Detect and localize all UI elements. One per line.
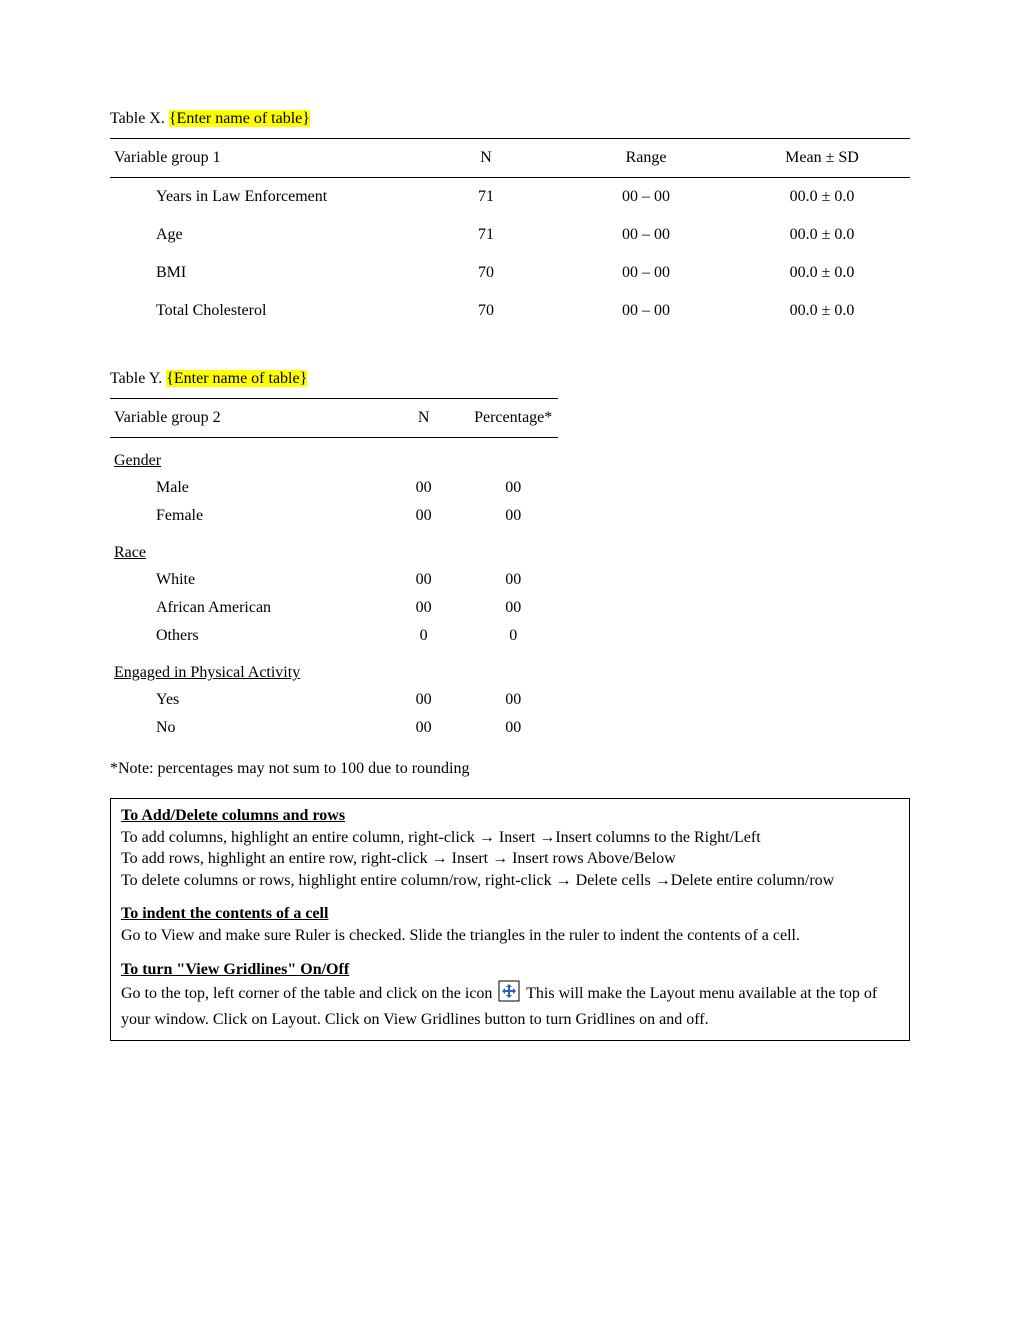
table-row: Age7100 – 0000.0 ± 0.0 bbox=[110, 216, 910, 254]
table-row: Years in Law Enforcement7100 – 0000.0 ± … bbox=[110, 178, 910, 217]
table-x-col-n: N bbox=[414, 139, 558, 178]
instructions-line-3-part-a: Go to the top, left corner of the table … bbox=[121, 985, 496, 1002]
table-row: Yes0000 bbox=[110, 686, 558, 714]
table-x-title-placeholder: {Enter name of table} bbox=[169, 110, 310, 127]
table-y-cell-variable: Male bbox=[110, 474, 379, 502]
table-y-title-placeholder: {Enter name of table} bbox=[166, 370, 307, 387]
table-x-cell-mean: 00.0 ± 0.0 bbox=[734, 254, 910, 292]
table-y-cell-variable: White bbox=[110, 566, 379, 594]
table-y-section-heading-label: Gender bbox=[110, 438, 558, 475]
table-y-cell-variable: African American bbox=[110, 594, 379, 622]
table-y-cell-percentage: 0 bbox=[468, 622, 558, 650]
table-x-cell-n: 71 bbox=[414, 178, 558, 217]
instructions-line-2-1: Go to View and make sure Ruler is checke… bbox=[121, 925, 899, 947]
table-y: Variable group 2 N Percentage* Gender Ma… bbox=[110, 398, 558, 742]
table-x-cell-mean: 00.0 ± 0.0 bbox=[734, 216, 910, 254]
table-x-cell-variable: Age bbox=[110, 216, 414, 254]
table-y-cell-variable: Female bbox=[110, 502, 379, 530]
table-row: White0000 bbox=[110, 566, 558, 594]
table-y-cell-n: 00 bbox=[379, 474, 469, 502]
table-x-cell-n: 70 bbox=[414, 254, 558, 292]
table-y-cell-percentage: 00 bbox=[468, 502, 558, 530]
table-y-section-heading-label: Race bbox=[110, 530, 558, 566]
table-x-cell-range: 00 – 00 bbox=[558, 216, 734, 254]
table-y-cell-n: 00 bbox=[379, 566, 469, 594]
table-row: Male0000 bbox=[110, 474, 558, 502]
table-y-cell-variable: Others bbox=[110, 622, 379, 650]
table-x-cell-variable: BMI bbox=[110, 254, 414, 292]
footnote: *Note: percentages may not sum to 100 du… bbox=[110, 760, 910, 778]
table-y-section-heading: Engaged in Physical Activity bbox=[110, 650, 558, 686]
table-row: Female0000 bbox=[110, 502, 558, 530]
table-y-col-variable: Variable group 2 bbox=[110, 399, 379, 438]
table-x: Variable group 1 N Range Mean ± SD Years… bbox=[110, 138, 910, 330]
table-x-cell-mean: 00.0 ± 0.0 bbox=[734, 178, 910, 217]
table-y-title: Table Y. {Enter name of table} bbox=[110, 370, 910, 388]
table-x-title: Table X. {Enter name of table} bbox=[110, 110, 910, 128]
table-y-section-heading: Gender bbox=[110, 438, 558, 475]
table-y-cell-variable: No bbox=[110, 714, 379, 742]
instructions-heading-2: To indent the contents of a cell bbox=[121, 903, 899, 925]
instruction-box: To Add/Delete columns and rows To add co… bbox=[110, 798, 910, 1041]
table-y-cell-n: 00 bbox=[379, 502, 469, 530]
table-y-col-n: N bbox=[379, 399, 469, 438]
table-y-cell-percentage: 00 bbox=[468, 686, 558, 714]
table-x-title-prefix: Table X. bbox=[110, 110, 169, 127]
table-y-cell-variable: Yes bbox=[110, 686, 379, 714]
table-y-title-prefix: Table Y. bbox=[110, 370, 166, 387]
table-y-cell-n: 00 bbox=[379, 686, 469, 714]
table-y-cell-percentage: 00 bbox=[468, 566, 558, 594]
instructions-heading-3: To turn "View Gridlines" On/Off bbox=[121, 959, 899, 981]
table-x-cell-range: 00 – 00 bbox=[558, 254, 734, 292]
table-y-section-heading-label: Engaged in Physical Activity bbox=[110, 650, 558, 686]
table-y-header-row: Variable group 2 N Percentage* bbox=[110, 399, 558, 438]
instructions-line-1-2: To add rows, highlight an entire row, ri… bbox=[121, 848, 899, 870]
instructions-line-1-3: To delete columns or rows, highlight ent… bbox=[121, 870, 899, 892]
table-x-cell-range: 00 – 00 bbox=[558, 292, 734, 330]
table-move-handle-icon bbox=[498, 980, 520, 1009]
table-x-col-range: Range bbox=[558, 139, 734, 178]
table-row: African American0000 bbox=[110, 594, 558, 622]
table-x-cell-variable: Years in Law Enforcement bbox=[110, 178, 414, 217]
table-x-cell-n: 71 bbox=[414, 216, 558, 254]
table-row: Total Cholesterol7000 – 0000.0 ± 0.0 bbox=[110, 292, 910, 330]
table-x-cell-n: 70 bbox=[414, 292, 558, 330]
table-row: No0000 bbox=[110, 714, 558, 742]
table-y-col-percentage: Percentage* bbox=[468, 399, 558, 438]
table-x-col-variable: Variable group 1 bbox=[110, 139, 414, 178]
table-x-cell-variable: Total Cholesterol bbox=[110, 292, 414, 330]
table-row: Others00 bbox=[110, 622, 558, 650]
table-x-col-mean: Mean ± SD bbox=[734, 139, 910, 178]
table-row: BMI7000 – 0000.0 ± 0.0 bbox=[110, 254, 910, 292]
table-y-section-heading: Race bbox=[110, 530, 558, 566]
table-y-cell-percentage: 00 bbox=[468, 474, 558, 502]
instructions-heading-1: To Add/Delete columns and rows bbox=[121, 805, 899, 827]
table-y-cell-n: 00 bbox=[379, 714, 469, 742]
table-y-cell-n: 0 bbox=[379, 622, 469, 650]
table-x-cell-mean: 00.0 ± 0.0 bbox=[734, 292, 910, 330]
instructions-line-3: Go to the top, left corner of the table … bbox=[121, 980, 899, 1030]
table-x-header-row: Variable group 1 N Range Mean ± SD bbox=[110, 139, 910, 178]
table-x-cell-range: 00 – 00 bbox=[558, 178, 734, 217]
table-y-cell-percentage: 00 bbox=[468, 594, 558, 622]
table-y-cell-percentage: 00 bbox=[468, 714, 558, 742]
instructions-line-1-1: To add columns, highlight an entire colu… bbox=[121, 827, 899, 849]
table-y-cell-n: 00 bbox=[379, 594, 469, 622]
